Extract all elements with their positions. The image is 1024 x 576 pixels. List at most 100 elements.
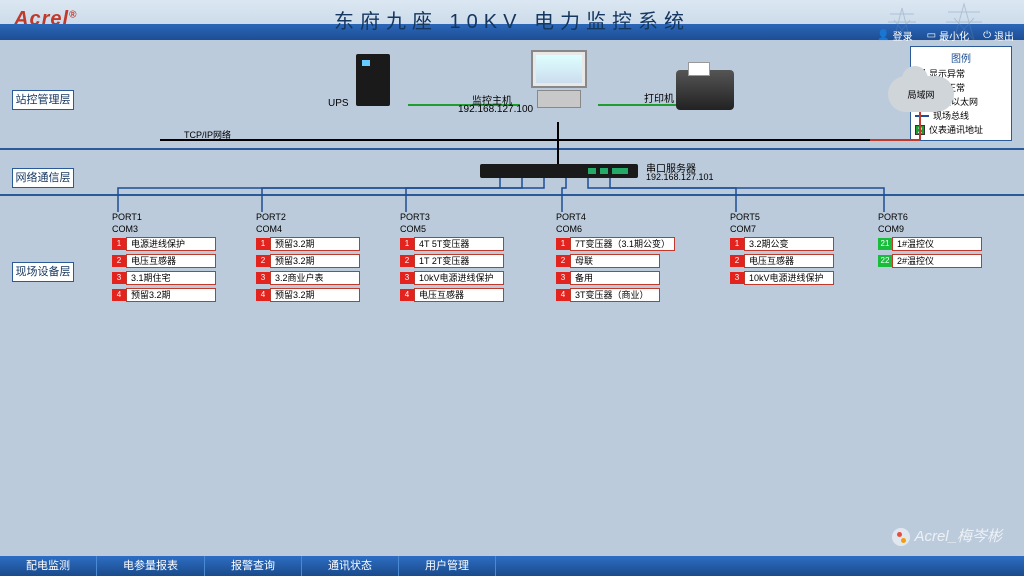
node-badge: 21 [878, 238, 892, 250]
page-title: 东府九座 10KV 电力监控系统 [334, 5, 690, 34]
node-badge: 1 [400, 238, 414, 250]
device-node: 222#温控仪 [878, 254, 982, 268]
top-bar: Acrel® 东府九座 10KV 电力监控系统 👤登录 ▭最小化 ⏻退出 [0, 0, 1024, 40]
node-badge: 1 [556, 238, 570, 250]
node-label: 3.2商业户表 [270, 271, 360, 285]
device-node: 2电压互感器 [112, 254, 216, 268]
device-node: 2电压互感器 [730, 254, 834, 268]
port-title: PORT2 [256, 212, 360, 222]
device-node: 1电源进线保护 [112, 237, 216, 251]
node-label: 电压互感器 [744, 254, 834, 268]
printer-icon [676, 70, 734, 110]
port-group: PORT6COM9211#温控仪222#温控仪 [878, 212, 982, 271]
nav-button[interactable]: 配电监测 [0, 556, 97, 576]
node-badge: 3 [256, 272, 270, 284]
node-label: 1#温控仪 [892, 237, 982, 251]
device-node: 310kV电源进线保护 [400, 271, 504, 285]
nav-button[interactable]: 报警查询 [205, 556, 302, 576]
nav-button[interactable]: 用户管理 [399, 556, 496, 576]
device-host: 监控主机 192.168.127.100 [520, 50, 598, 108]
node-label: 电压互感器 [414, 288, 504, 302]
port-group: PORT3 COM5 14T 5T变压器 21T 2T变压器 310kV电源进线保护 4电… [400, 212, 504, 305]
node-badge: 3 [730, 272, 744, 284]
device-node: 4预留3.2期 [112, 288, 216, 302]
port-group: PORT2COM41预留3.2期2预留3.2期33.2商业户表4预留3.2期 [256, 212, 360, 305]
serial-server [480, 164, 638, 178]
diagram-area: 图例 显示异常显示正常工业以太网现场总线2仪表通讯地址 站控管理层 网络通信层 … [0, 40, 1024, 556]
node-label: 电压互感器 [126, 254, 216, 268]
node-badge: 2 [400, 255, 414, 267]
node-label: 4T 5T变压器 [414, 237, 504, 251]
device-node: 211#温控仪 [878, 237, 982, 251]
node-badge: 3 [400, 272, 414, 284]
node-label: 预留3.2期 [270, 254, 360, 268]
node-badge: 2 [730, 255, 744, 267]
node-label: 预留3.2期 [270, 237, 360, 251]
node-label: 3.1期住宅 [126, 271, 216, 285]
port-com: COM4 [256, 224, 360, 234]
node-badge: 4 [400, 289, 414, 301]
device-node: 310kV电源进线保护 [730, 271, 834, 285]
device-node: 4电压互感器 [400, 288, 504, 302]
device-node: 2母联 [556, 254, 675, 268]
node-badge: 3 [112, 272, 126, 284]
port-title: PORT5 [730, 212, 834, 222]
node-badge: 4 [256, 289, 270, 301]
node-label: 10kV电源进线保护 [744, 271, 834, 285]
node-label: 2#温控仪 [892, 254, 982, 268]
device-node: 1预留3.2期 [256, 237, 360, 251]
device-node: 2预留3.2期 [256, 254, 360, 268]
port-com: COM7 [730, 224, 834, 234]
node-badge: 2 [112, 255, 126, 267]
device-node: 4预留3.2期 [256, 288, 360, 302]
bottom-nav: 配电监测电参量报表报警查询通讯状态用户管理 [0, 556, 1024, 576]
watermark: Acrel_梅岑彬 [892, 525, 1002, 546]
device-node: 43T变压器（商业） [556, 288, 675, 302]
node-badge: 1 [112, 238, 126, 250]
port-group: PORT4COM617T变压器（3.1期公变）2母联3备用43T变压器（商业） [556, 212, 675, 305]
device-printer: 打印机 [676, 70, 734, 110]
layer-divider-1 [0, 148, 1024, 150]
layer-divider-2 [0, 194, 1024, 196]
node-badge: 2 [556, 255, 570, 267]
port-title: PORT6 [878, 212, 982, 222]
port-title: PORT3 [400, 212, 504, 222]
node-badge: 22 [878, 255, 892, 267]
port-com: COM6 [556, 224, 675, 234]
device-node: 3备用 [556, 271, 675, 285]
layer-label-3: 现场设备层 [12, 262, 74, 282]
node-label: 母联 [570, 254, 660, 268]
layer-label-1: 站控管理层 [12, 90, 74, 110]
nav-button[interactable]: 电参量报表 [97, 556, 205, 576]
node-badge: 4 [112, 289, 126, 301]
device-ups: UPS [356, 54, 390, 106]
device-node: 14T 5T变压器 [400, 237, 504, 251]
nav-button[interactable]: 通讯状态 [302, 556, 399, 576]
node-badge: 1 [256, 238, 270, 250]
port-title: PORT4 [556, 212, 675, 222]
port-group: PORT5COM713.2期公变2电压互感器310kV电源进线保护 [730, 212, 834, 288]
port-group: PORT1COM31电源进线保护2电压互感器33.1期住宅4预留3.2期 [112, 212, 216, 305]
node-label: 3T变压器（商业） [570, 288, 660, 302]
legend-row: 2仪表通讯地址 [915, 123, 1007, 136]
serial-ip: 192.168.127.101 [646, 172, 714, 182]
node-label: 电源进线保护 [126, 237, 216, 251]
device-lan: 局域网 [888, 76, 954, 112]
node-label: 预留3.2期 [270, 288, 360, 302]
node-badge: 4 [556, 289, 570, 301]
node-label: 备用 [570, 271, 660, 285]
device-node: 21T 2T变压器 [400, 254, 504, 268]
node-label: 3.2期公变 [744, 237, 834, 251]
ups-icon [356, 54, 390, 106]
port-com: COM3 [112, 224, 216, 234]
node-badge: 1 [730, 238, 744, 250]
legend-title: 图例 [915, 50, 1007, 65]
device-node: 17T变压器（3.1期公变） [556, 237, 675, 251]
port-com: COM9 [878, 224, 982, 234]
node-label: 7T变压器（3.1期公变） [570, 237, 675, 251]
tower-icon [537, 90, 581, 108]
tcpip-label: TCP/IP网络 [184, 128, 231, 141]
port-com: COM5 [400, 224, 504, 234]
device-node: 33.2商业户表 [256, 271, 360, 285]
monitor-icon [531, 50, 587, 88]
